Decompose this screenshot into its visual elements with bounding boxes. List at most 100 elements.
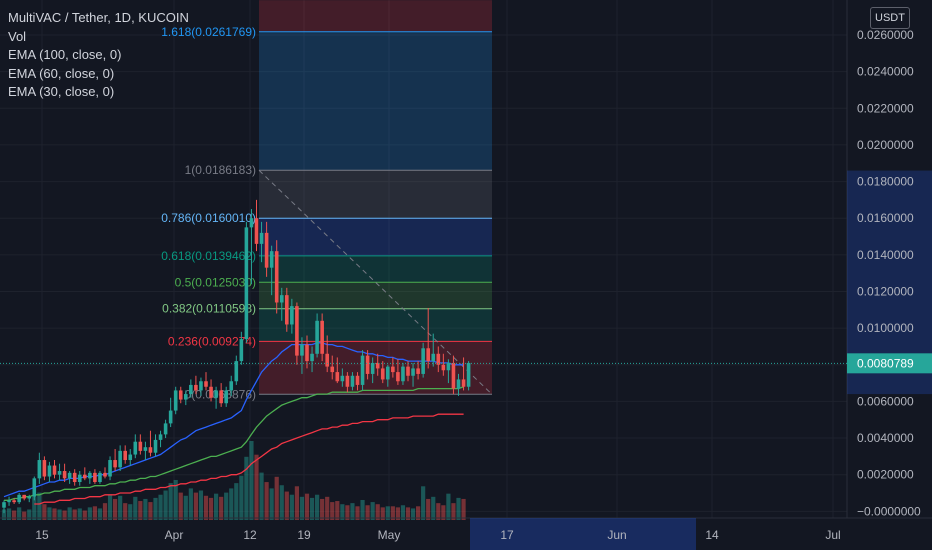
volume-bar xyxy=(304,493,310,520)
candle-body xyxy=(194,384,198,391)
candle-body xyxy=(310,353,314,362)
price-tick-label: −0.0000000 xyxy=(857,504,921,518)
candle-body xyxy=(320,320,324,354)
currency-badge[interactable]: USDT xyxy=(870,7,910,29)
candle-body xyxy=(305,344,309,362)
volume-bar xyxy=(47,507,52,520)
volume-indicator-label[interactable]: Vol xyxy=(8,28,27,44)
volume-bar xyxy=(274,476,279,520)
time-tick-label: 17 xyxy=(500,528,514,542)
volume-bar xyxy=(82,510,87,520)
ema100-indicator-label[interactable]: EMA (100, close, 0) xyxy=(8,47,122,62)
candle-body xyxy=(330,366,335,373)
price-tick-label: 0.0200000 xyxy=(857,138,914,152)
candle-body xyxy=(259,232,264,244)
volume-bar xyxy=(188,488,193,520)
candle-body xyxy=(451,362,456,389)
volume-bar xyxy=(193,492,198,520)
candle-body xyxy=(32,478,37,497)
candle-body xyxy=(17,494,21,503)
ema30-indicator-label[interactable]: EMA (30, close, 0) xyxy=(8,84,115,99)
candle-body xyxy=(153,439,158,453)
volume-bar xyxy=(405,507,411,520)
volume-bar xyxy=(299,496,305,520)
volume-bar xyxy=(27,509,32,520)
fib-zone xyxy=(259,170,492,219)
candle-body xyxy=(355,375,360,385)
candle-body xyxy=(204,381,208,387)
candle-body xyxy=(254,218,259,244)
volume-bar xyxy=(309,497,315,520)
candle-body xyxy=(42,460,47,477)
candle-body xyxy=(88,472,92,479)
symbol-title[interactable]: MultiVAC / Tether, 1D, KUCOIN xyxy=(8,10,189,25)
volume-bar xyxy=(355,506,360,520)
candle-body xyxy=(77,474,82,483)
fib-zone xyxy=(259,218,492,256)
volume-bar xyxy=(123,503,128,520)
volume-bar xyxy=(370,502,375,520)
volume-bar xyxy=(153,497,158,520)
fib-level-label: 1.618(0.0261769) xyxy=(161,25,256,39)
candle-body xyxy=(300,344,304,356)
candle-body xyxy=(396,372,400,382)
volume-bar xyxy=(426,498,431,520)
price-tick-label: 0.0260000 xyxy=(857,28,914,42)
candle-body xyxy=(380,368,385,380)
price-tick-label: 0.0180000 xyxy=(857,175,914,189)
volume-bar xyxy=(72,509,77,520)
volume-bar xyxy=(431,496,436,520)
volume-bar xyxy=(395,507,400,520)
fib-level-label: 0.236(0.009274) xyxy=(168,334,256,348)
volume-bar xyxy=(365,505,370,520)
price-tick-label: 0.0020000 xyxy=(857,468,914,482)
volume-bar xyxy=(234,483,239,520)
time-axis[interactable]: 15 Apr 12 19 May 17 Jun 14 Jul xyxy=(0,517,932,550)
volume-bar xyxy=(446,493,451,520)
fibonacci-retracement[interactable]: 1.618(0.0261769) 1(0.0186183) 0.786(0.0160… xyxy=(161,0,493,401)
candle-body xyxy=(22,494,26,499)
candle-body xyxy=(375,362,380,369)
time-tick-label: 15 xyxy=(35,528,49,542)
volume-bar xyxy=(249,441,254,520)
volume-bar xyxy=(456,497,461,520)
volume-bar xyxy=(22,511,27,520)
candle-body xyxy=(12,500,16,503)
chart-legend: MultiVAC / Tether, 1D, KUCOIN Vol EMA (1… xyxy=(8,9,189,102)
volume-bar xyxy=(335,501,340,520)
volume-bar xyxy=(441,505,446,520)
candle-body xyxy=(274,251,279,303)
candle-body xyxy=(411,368,415,376)
time-tick-label: 14 xyxy=(705,528,719,542)
fib-level-label: 1(0.0186183) xyxy=(185,163,256,177)
candle-body xyxy=(401,366,405,382)
candle-body xyxy=(461,379,466,387)
candle-body xyxy=(279,295,284,303)
time-tick-label: Apr xyxy=(165,528,184,542)
candle-body xyxy=(431,353,436,362)
price-axis[interactable]: 0.0260000 0.0240000 0.0220000 0.0200000 0.01… xyxy=(0,0,932,518)
candle-body xyxy=(143,447,148,451)
candle-body xyxy=(178,390,183,400)
volume-bar xyxy=(320,498,325,520)
volume-bar xyxy=(385,506,390,520)
candle-body xyxy=(163,423,168,435)
volume-bar xyxy=(168,483,173,520)
volume-bar xyxy=(113,498,118,520)
candle-body xyxy=(426,348,430,362)
volume-bar xyxy=(289,494,294,520)
price-tick-label: 0.0120000 xyxy=(857,284,914,298)
volume-bar xyxy=(42,504,47,520)
volume-bar xyxy=(87,507,92,520)
volume-bar xyxy=(138,501,143,520)
ema60-indicator-label[interactable]: EMA (60, close, 0) xyxy=(8,65,115,81)
candle-body xyxy=(446,362,451,371)
candle-body xyxy=(2,502,6,508)
volume-bar xyxy=(340,504,345,520)
time-tick-label: 19 xyxy=(297,528,311,542)
volume-bar xyxy=(325,496,330,520)
ema100-line xyxy=(34,413,464,505)
volume-bar xyxy=(143,498,148,520)
fib-level-label: 0.382(0.0110598) xyxy=(162,302,256,316)
